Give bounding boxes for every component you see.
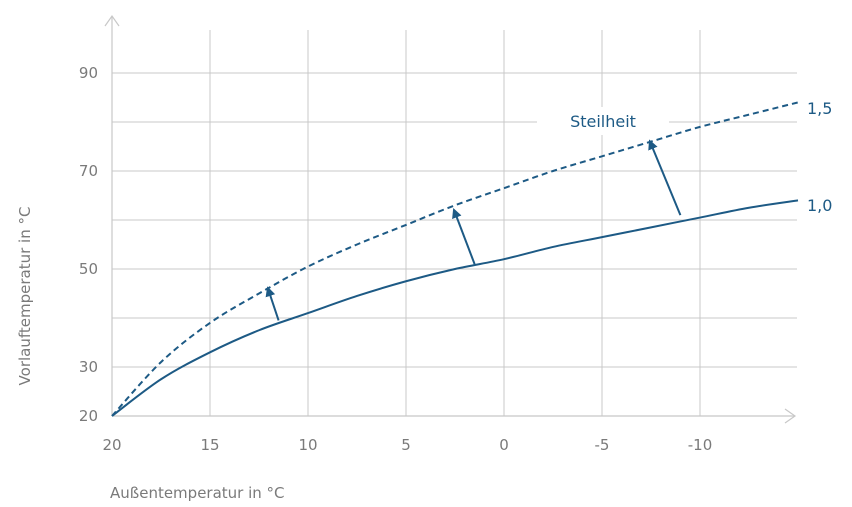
x-tick-label: -10	[688, 436, 713, 454]
series-label-1-5: 1,5	[807, 99, 832, 118]
y-tick-label: 90	[79, 64, 98, 82]
y-tick-label: 50	[79, 260, 98, 278]
series-line-solid	[112, 200, 798, 416]
x-tick-label: 10	[298, 436, 317, 454]
x-tick-label: 0	[499, 436, 509, 454]
steepness-arrow	[651, 144, 680, 215]
steepness-arrow	[269, 291, 279, 320]
annotation-steilheit: Steilheit	[570, 112, 636, 131]
series	[112, 102, 798, 416]
x-tick-label: 5	[401, 436, 411, 454]
x-axis-label: Außentemperatur in °C	[110, 484, 285, 502]
x-tick-label: 20	[102, 436, 121, 454]
series-line-dashed	[112, 102, 798, 416]
x-tick-label: 15	[200, 436, 219, 454]
y-tick-label: 70	[79, 162, 98, 180]
y-axis-label: Vorlauftemperatur in °C	[16, 207, 34, 386]
y-tick-label: 20	[79, 407, 98, 425]
x-tick-label: -5	[595, 436, 610, 454]
grid	[112, 30, 797, 416]
series-label-1-0: 1,0	[807, 196, 832, 215]
y-tick-label: 30	[79, 358, 98, 376]
